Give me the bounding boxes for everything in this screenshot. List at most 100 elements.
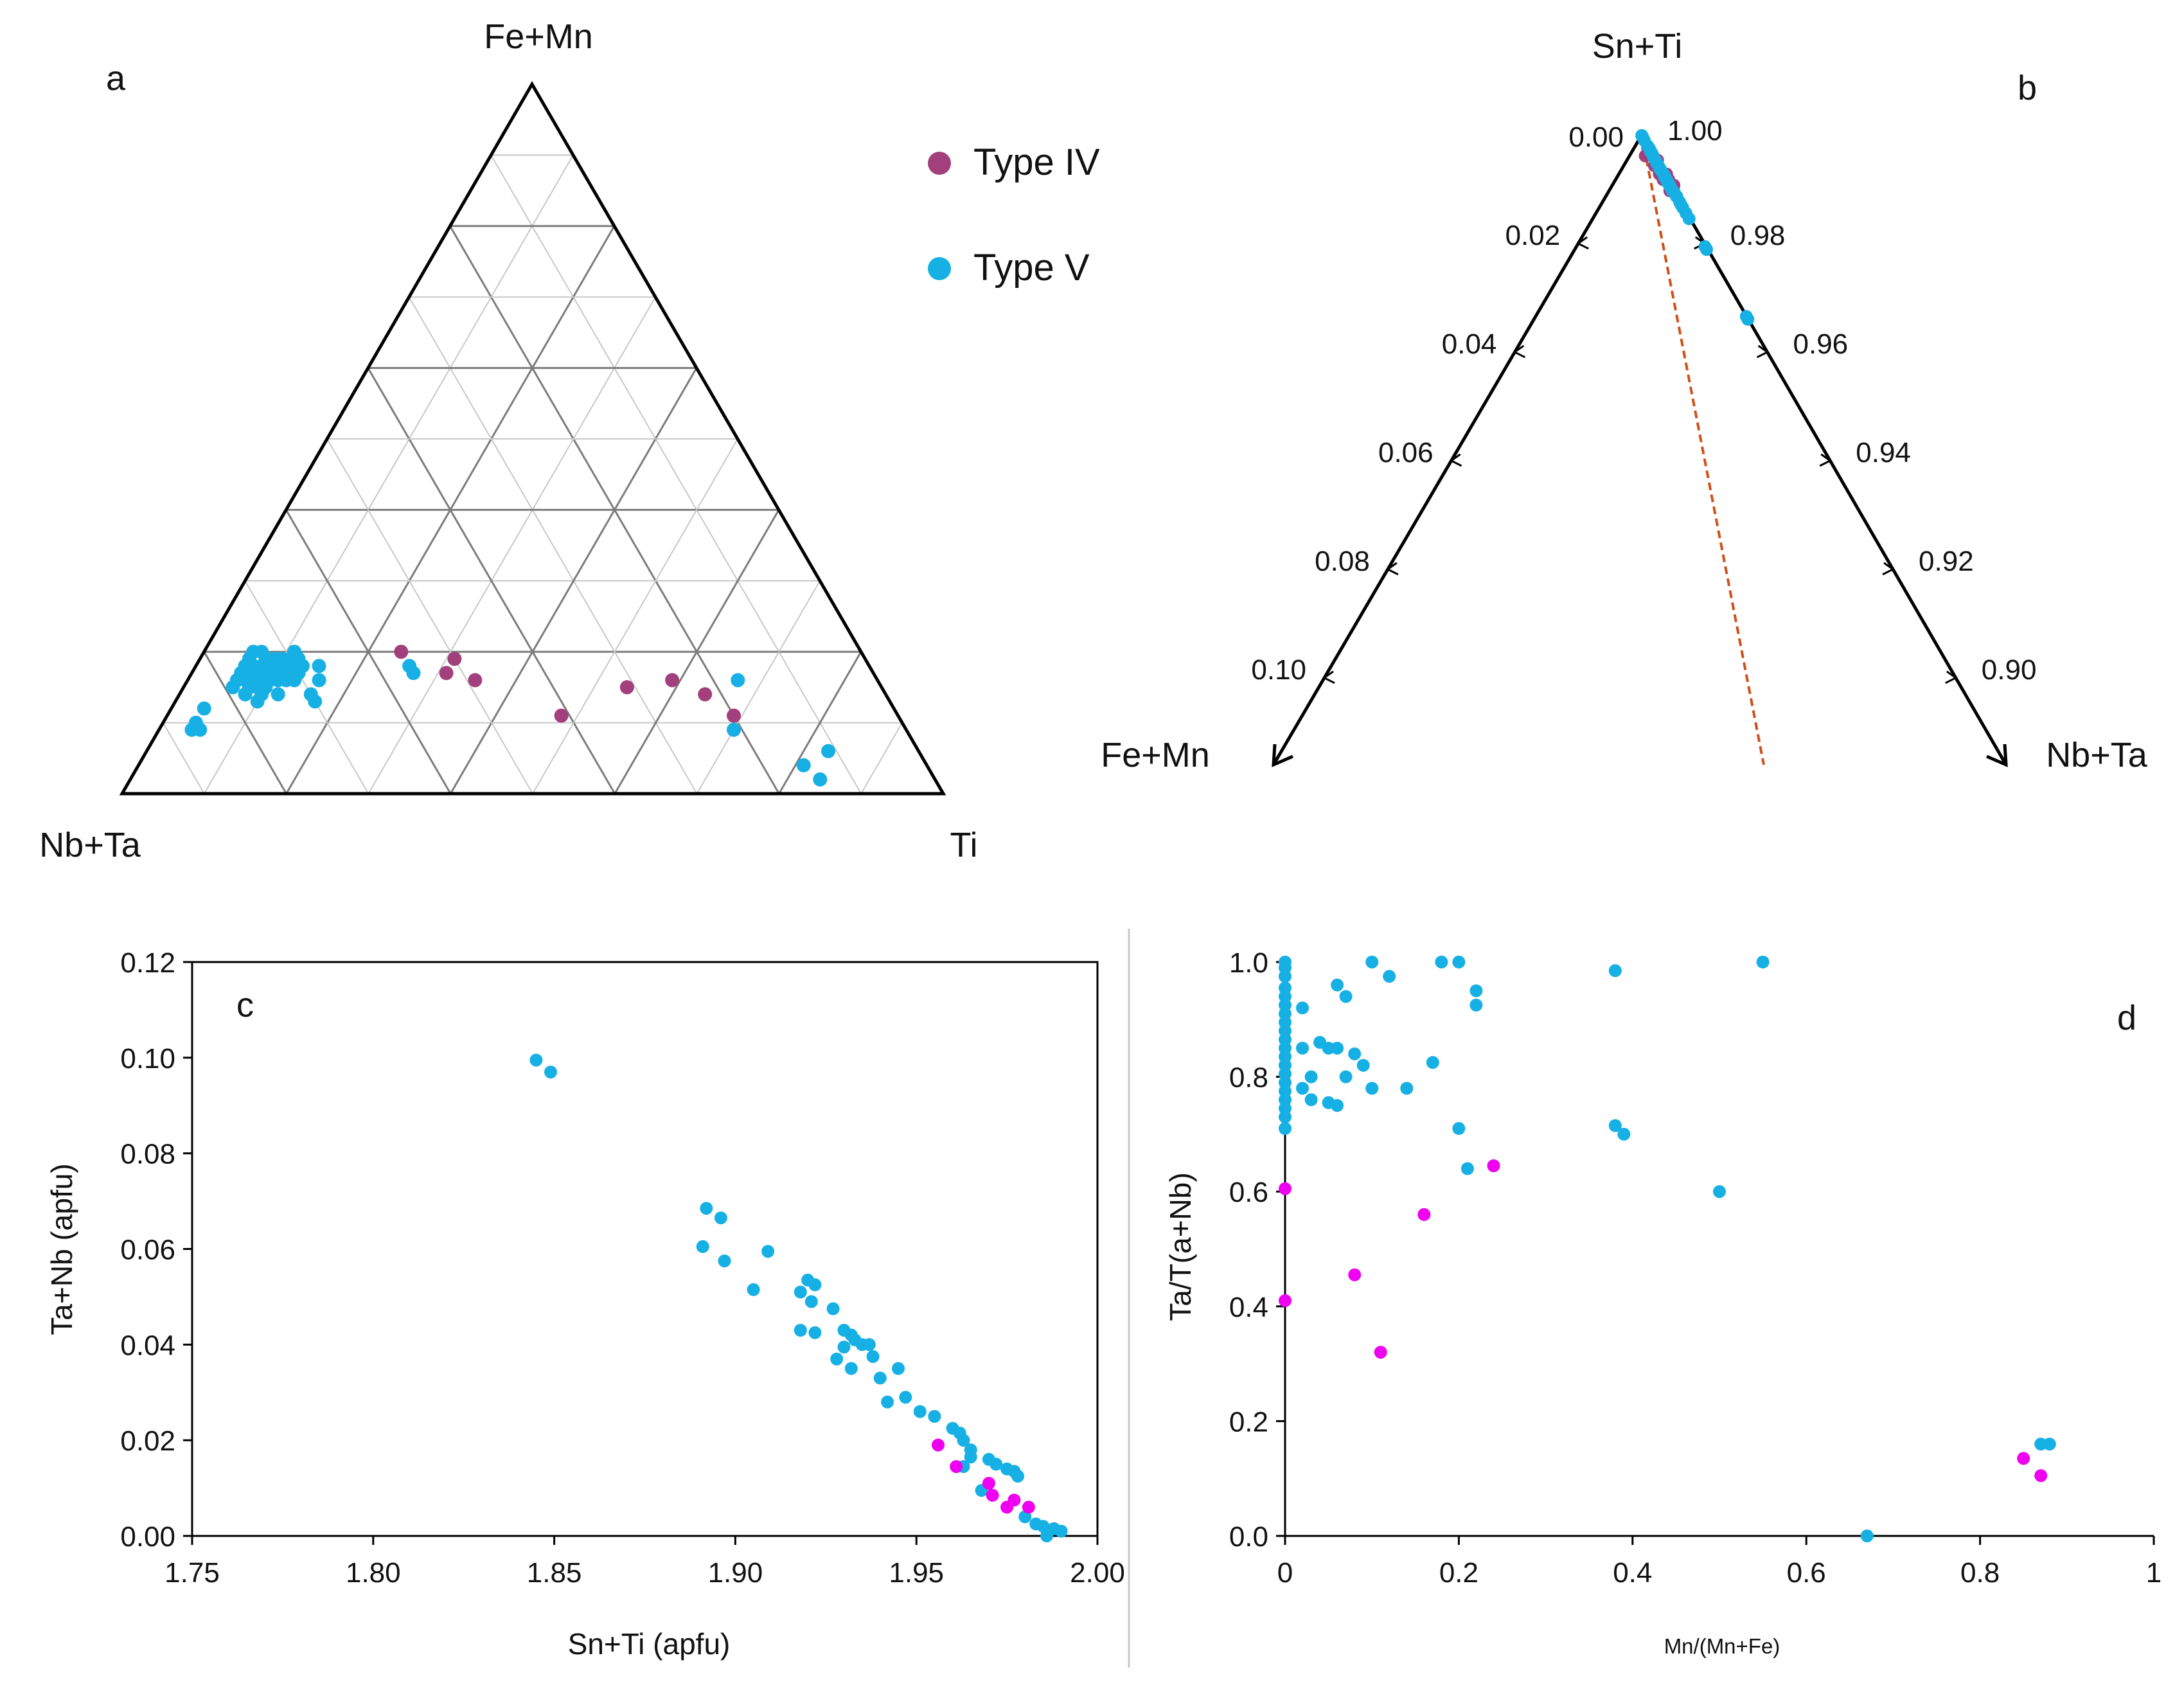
scatter-point-type-iv (1008, 1493, 1021, 1507)
scatter-point-type-v (2043, 1438, 2056, 1451)
scatter-point-type-v (1400, 1082, 1414, 1095)
grid-line (162, 722, 205, 794)
scatter-point-type-v (808, 1278, 822, 1292)
zoom-point-type-v (1700, 243, 1713, 256)
scatter-point-type-v (718, 1254, 731, 1268)
scatter-point-type-v (862, 1338, 876, 1351)
ternary-point-type-v (254, 687, 269, 702)
left-axis-tick-label: 0.00 (1568, 121, 1624, 153)
ternary-point-type-v (271, 687, 285, 702)
ternary-point-type-iv (554, 708, 569, 723)
ternary-point-type-iv (468, 673, 483, 688)
scatter-point-type-v (848, 1333, 862, 1346)
grid-line (326, 438, 533, 794)
scatter-point-type-v (1608, 964, 1622, 977)
x-tick-label: 1.95 (889, 1557, 944, 1589)
scatter-point-type-v (1356, 1058, 1370, 1072)
x-tick-label: 0.8 (1960, 1557, 2000, 1589)
scatter-point-type-v (1435, 956, 1448, 968)
ternary-point-type-iv (439, 666, 454, 681)
scatter-point-type-v (1304, 1070, 1318, 1083)
left-axis-tick-label: 0.06 (1378, 437, 1434, 468)
grid-line (860, 722, 903, 794)
scatter-point-type-v (1452, 1122, 1466, 1135)
ternary-point-type-v (283, 666, 297, 681)
panel-d-scatter: 0 0.2 0.4 0.6 0.8 1 0.0 0.2 0.4 0.6 0.8 1.0 d Mn/(M… (1164, 947, 2162, 1658)
scatter-point-type-iv (1279, 1182, 1292, 1195)
scatter-point-type-v (1617, 1127, 1631, 1141)
right-axis-tick-label: 0.90 (1982, 654, 2037, 686)
scatter-point-type-iv (1417, 1208, 1431, 1221)
ternary-point-type-v (731, 673, 745, 688)
left-axis-tick-label: 0.08 (1315, 546, 1370, 577)
panel-b-label: b (2018, 69, 2037, 107)
scatter-point-type-iv (1487, 1159, 1500, 1172)
scatter-point-type-v (1331, 978, 1344, 992)
right-axis-tick-label: 0.94 (1856, 437, 1911, 468)
panel-b-left-axis (1272, 134, 1644, 766)
panel-c-scatter: 1.75 1.80 1.85 1.90 1.95 2.00 0.00 0.02 0.04 0.06… (45, 947, 1125, 1661)
panel-a-triangle-outline (119, 81, 946, 796)
right-axis-tick (1819, 453, 1833, 467)
ternary-point-type-v (727, 722, 741, 737)
grid-line (203, 651, 287, 794)
ternary-point-type-iv (619, 680, 634, 695)
panel-c-points (529, 1053, 1068, 1542)
scatter-point-type-v (1860, 1529, 1874, 1542)
scatter-point-type-v (964, 1450, 977, 1464)
x-tick-label: 0.2 (1439, 1557, 1478, 1589)
scatter-point-type-v (1339, 990, 1353, 1003)
scatter-point-type-v (794, 1324, 807, 1337)
y-tick-label: 0.8 (1229, 1062, 1268, 1094)
panel-a-apex-top: Fe+Mn (484, 17, 593, 56)
scatter-point-type-v (1331, 1042, 1344, 1055)
scatter-point-type-v (1365, 1082, 1379, 1095)
scatter-point-type-iv (1022, 1501, 1035, 1514)
scatter-point-type-v (1296, 1042, 1309, 1055)
y-tick-label: 0.12 (120, 947, 175, 979)
scatter-point-type-iv (986, 1488, 999, 1502)
scatter-point-type-v (1279, 1110, 1292, 1124)
right-axis-tick (1945, 670, 1958, 684)
panel-a-ternary: a Fe+Mn Nb+Ta Ti Type IV Type V (39, 17, 1100, 864)
scatter-point-type-v (747, 1283, 760, 1296)
left-axis-tick (1449, 453, 1462, 467)
y-tick-label: 0.2 (1229, 1406, 1268, 1438)
scatter-point-type-v (826, 1302, 840, 1315)
grid-line (696, 580, 821, 794)
scatter-point-type-v (1304, 1093, 1318, 1107)
panel-b-apex-right: Nb+Ta (2046, 736, 2148, 774)
grid-line (368, 296, 656, 794)
legend-type-iv-marker (928, 152, 951, 175)
grid-line (490, 154, 862, 794)
panel-a-legend: Type IV Type V (928, 141, 1100, 289)
panel-a-label: a (106, 59, 126, 98)
y-tick-label: 0.00 (120, 1521, 175, 1553)
legend-type-v-label: Type V (973, 247, 1090, 289)
grid-line (778, 651, 862, 794)
scatter-point-type-v (1348, 1047, 1362, 1060)
scatter-point-type-v (1460, 1162, 1474, 1175)
scatter-point-type-v (804, 1295, 818, 1308)
x-tick-label: 1.75 (164, 1557, 220, 1589)
scatter-point-type-v (1331, 1099, 1344, 1112)
left-axis-tick-label: 0.02 (1505, 220, 1561, 251)
panel-d-ylabel: Ta/T(a+Nb) (1164, 1172, 1197, 1321)
panel-d-ticks: 0 0.2 0.4 0.6 0.8 1 0.0 0.2 0.4 0.6 0.8 1.0 (1229, 947, 2162, 1589)
scatter-point-type-v (529, 1053, 543, 1067)
scatter-point-type-v (808, 1326, 822, 1339)
scatter-point-type-iv (1374, 1346, 1387, 1359)
scatter-point-type-iv (982, 1477, 995, 1490)
y-tick-label: 0.10 (120, 1043, 175, 1074)
legend-type-iv-label: Type IV (973, 141, 1100, 183)
scatter-point-type-v (1608, 1119, 1622, 1132)
scatter-point-type-iv (950, 1460, 963, 1474)
ternary-point-type-iv (394, 645, 409, 659)
scatter-point-type-v (1339, 1070, 1353, 1083)
ternary-point-type-iv (727, 708, 741, 723)
scatter-point-type-v (700, 1202, 713, 1215)
zoom-point-type-v (1661, 175, 1674, 189)
right-axis-tick (1882, 562, 1895, 576)
ternary-point-type-v (254, 645, 269, 659)
ternary-point-type-v (312, 659, 326, 673)
